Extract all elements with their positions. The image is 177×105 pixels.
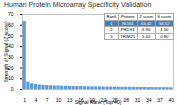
svg-text:40: 40 (7, 43, 14, 50)
svg-text:Strength of Signal (Z score): Strength of Signal (Z score) (3, 21, 9, 82)
html-text:S score: S score (157, 14, 172, 19)
html-text:0.80: 0.80 (160, 33, 169, 39)
svg-text:13: 13 (67, 97, 73, 103)
svg-text:Signal Rank (Top 40): Signal Rank (Top 40) (75, 99, 122, 105)
html-text:1: 1 (110, 20, 113, 26)
html-text:3: 3 (110, 33, 113, 39)
svg-text:60: 60 (7, 21, 14, 28)
svg-text:37: 37 (157, 97, 163, 103)
svg-text:50: 50 (7, 32, 14, 39)
html-text:Human Protein Microarray Speci: Human Protein Microarray Specificity Val… (4, 1, 152, 8)
svg-text:1: 1 (23, 97, 26, 103)
html-text:6.90: 6.90 (142, 27, 151, 32)
html-text:NOX4: NOX4 (122, 20, 134, 26)
svg-text:28: 28 (123, 97, 129, 103)
svg-text:40: 40 (169, 97, 175, 103)
svg-text:7: 7 (46, 97, 49, 103)
svg-text:20: 20 (7, 64, 14, 71)
html-text:PRDX1: PRDX1 (120, 27, 135, 32)
svg-text:10: 10 (56, 97, 62, 103)
html-text:63.42: 63.42 (140, 20, 152, 26)
svg-text:0: 0 (11, 86, 14, 92)
html-text:Z score: Z score (139, 14, 154, 19)
svg-text:31: 31 (135, 97, 141, 103)
svg-text:70: 70 (8, 11, 14, 17)
html-text:TRIM21: TRIM21 (120, 33, 136, 39)
svg-text:10: 10 (7, 75, 14, 82)
html-text:2: 2 (110, 27, 113, 32)
html-text:Protein: Protein (121, 14, 135, 19)
html-text:5.40: 5.40 (142, 33, 151, 39)
svg-text:30: 30 (7, 54, 14, 60)
html-text:Rank: Rank (106, 14, 117, 19)
svg-text:34: 34 (146, 97, 152, 103)
svg-text:4: 4 (35, 97, 38, 103)
html-text:56.52: 56.52 (159, 20, 170, 26)
html-text:1.50: 1.50 (160, 27, 169, 32)
